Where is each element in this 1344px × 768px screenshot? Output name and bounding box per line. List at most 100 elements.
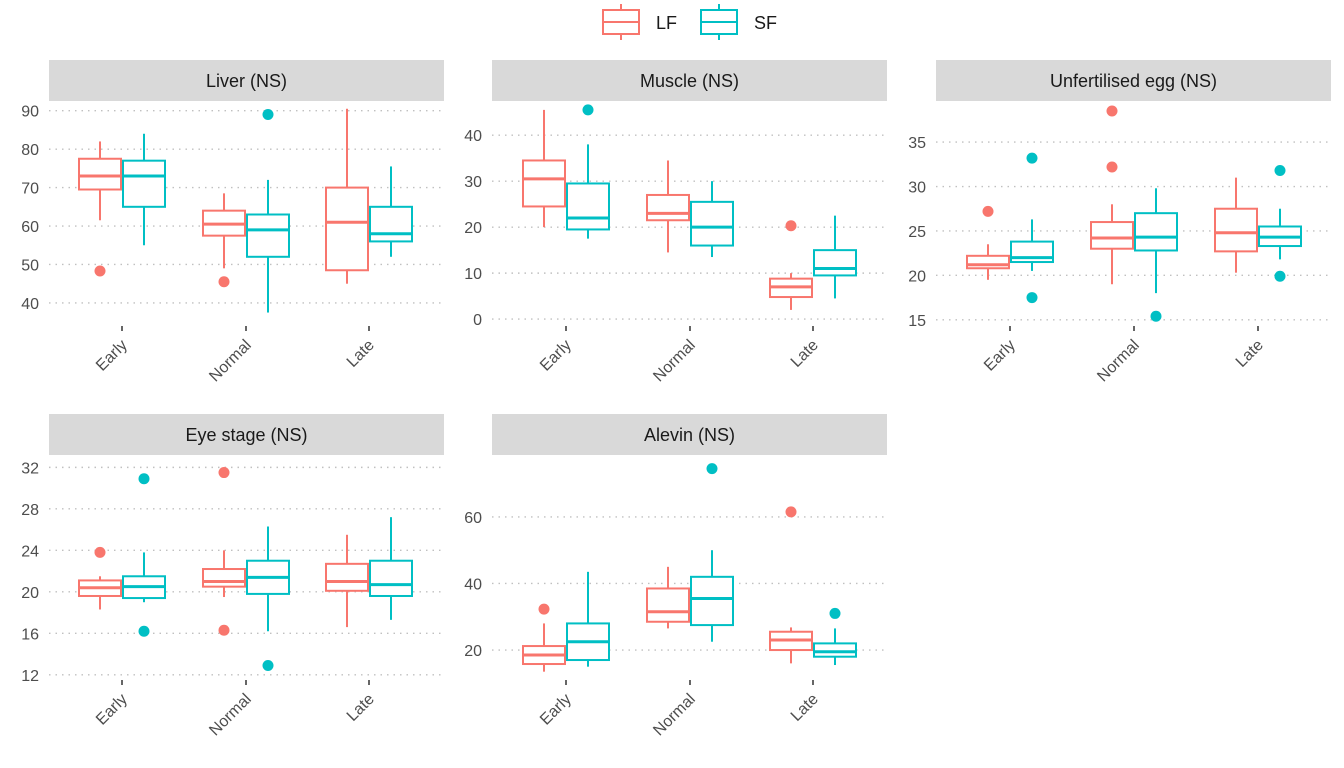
y-tick-label: 30 [464, 174, 482, 191]
outlier-point [706, 463, 718, 475]
box-sf-early [566, 571, 610, 667]
y-tick-label: 20 [464, 220, 482, 237]
y-tick-label: 0 [473, 312, 482, 329]
box-lf-normal [646, 160, 690, 253]
box-iqr [325, 562, 369, 592]
y-tick-label: 16 [21, 626, 39, 643]
box-lf-late [325, 108, 369, 284]
outlier-point [1106, 161, 1118, 173]
x-tick-label: Late [344, 337, 378, 371]
outlier-point [218, 467, 230, 479]
outlier-point [1274, 270, 1286, 282]
y-tick-label: 40 [21, 296, 39, 313]
box-iqr [1214, 207, 1258, 253]
box-sf-late [813, 607, 857, 666]
box-lf-early [78, 141, 122, 277]
box-sf-normal [690, 181, 734, 258]
outlier-point [1026, 292, 1038, 304]
box-sf-early [1010, 152, 1054, 304]
legend-item-sf: SF [700, 4, 777, 40]
x-tick-label: Early [537, 691, 575, 729]
y-tick-label: 10 [464, 266, 482, 283]
outlier-point [218, 276, 230, 288]
y-tick-label: 80 [21, 142, 39, 159]
box-lf-late [1214, 177, 1258, 273]
x-tick-label: Normal [206, 337, 254, 385]
y-tick-label: 90 [21, 104, 39, 121]
y-tick-label: 60 [21, 219, 39, 236]
box-sf-normal [246, 526, 290, 671]
box-sf-early [122, 133, 166, 246]
y-tick-label: 25 [908, 224, 926, 241]
outlier-point [829, 607, 841, 619]
outlier-point [218, 624, 230, 636]
outlier-point [138, 473, 150, 485]
panel-strip [936, 60, 1331, 101]
box-iqr [246, 213, 290, 258]
box-iqr [369, 205, 413, 243]
box-lf-normal [202, 193, 246, 288]
panel-strip [49, 60, 444, 101]
outlier-point [582, 104, 594, 116]
panel-title: Eye stage (NS) [185, 425, 307, 445]
box-lf-normal [202, 467, 246, 636]
panel-1: Liver (NS) 40 50 60 70 80 90 Early Normal Late [21, 60, 444, 385]
box-iqr [690, 200, 734, 247]
y-tick-label: 32 [21, 460, 39, 477]
y-tick-label: 12 [21, 668, 39, 685]
y-tick-label: 35 [908, 135, 926, 152]
panel-strip [49, 414, 444, 455]
box-iqr [646, 587, 690, 623]
box-lf-early [522, 603, 566, 672]
outlier-point [262, 109, 274, 121]
legend: LF SF [602, 4, 777, 40]
y-tick-label: 50 [21, 257, 39, 274]
x-tick-label: Late [788, 691, 822, 725]
box-sf-normal [690, 463, 734, 642]
legend-item-lf: LF [602, 4, 677, 40]
panel-4: Eye stage (NS) 12 16 20 24 28 32 Early Normal Lat… [21, 414, 444, 739]
panel-strip [492, 60, 887, 101]
outlier-point [94, 546, 106, 558]
outlier-point [1150, 310, 1162, 322]
x-tick-label: Late [788, 337, 822, 371]
box-sf-late [813, 215, 857, 299]
box-lf-early [78, 546, 122, 610]
box-lf-late [325, 534, 369, 628]
panel-title: Alevin (NS) [644, 425, 735, 445]
outlier-point [538, 603, 550, 615]
box-iqr [369, 559, 413, 597]
box-lf-early [966, 205, 1010, 280]
panel-strip [492, 414, 887, 455]
box-iqr [522, 159, 566, 208]
box-lf-late [769, 220, 813, 310]
legend-label: SF [754, 13, 777, 33]
outlier-point [1026, 152, 1038, 164]
y-tick-label: 15 [908, 313, 926, 330]
box-lf-normal [1090, 105, 1134, 285]
x-tick-label: Normal [650, 691, 698, 739]
box-iqr [325, 186, 369, 272]
box-iqr [122, 159, 166, 208]
x-tick-label: Late [1233, 337, 1267, 371]
box-iqr [690, 575, 734, 627]
y-tick-label: 30 [908, 180, 926, 197]
outlier-point [982, 205, 994, 217]
outlier-point [1106, 105, 1118, 117]
panel-5: Alevin (NS) 20 40 60 Early Normal Late [464, 414, 887, 739]
box-lf-normal [646, 566, 690, 629]
x-tick-label: Normal [206, 691, 254, 739]
panel-2: Muscle (NS) 0 10 20 30 40 Early Normal Late [464, 60, 887, 385]
box-sf-early [122, 473, 166, 637]
outlier-point [1274, 165, 1286, 177]
x-tick-label: Early [537, 337, 575, 375]
panel-3: Unfertilised egg (NS) 15 20 25 30 35 Early Norm… [908, 60, 1331, 385]
box-sf-late [369, 166, 413, 257]
x-tick-label: Early [93, 337, 131, 375]
box-iqr [646, 193, 690, 222]
box-iqr [202, 568, 246, 588]
box-sf-normal [246, 109, 290, 313]
box-lf-early [522, 109, 566, 228]
legend-label: LF [656, 13, 677, 33]
